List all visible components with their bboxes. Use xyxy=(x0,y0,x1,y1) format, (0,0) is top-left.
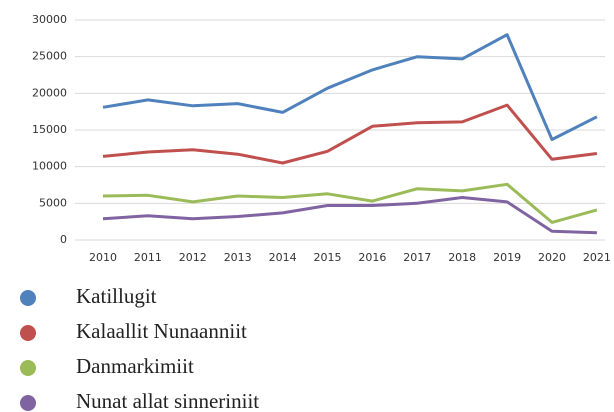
y-tick-label: 0 xyxy=(60,233,67,246)
x-tick-label: 2011 xyxy=(134,251,162,264)
legend-label: Danmarkimiit xyxy=(76,354,194,378)
x-tick-label: 2019 xyxy=(493,251,521,264)
y-tick-label: 5000 xyxy=(39,196,67,209)
y-tick-label: 20000 xyxy=(32,86,67,99)
y-tick-label: 15000 xyxy=(32,123,67,136)
x-tick-label: 2015 xyxy=(314,251,342,264)
series-line xyxy=(102,103,598,165)
legend-label: Nunat allat sinneriniit xyxy=(76,389,259,412)
legend-marker xyxy=(20,290,36,306)
legend-marker xyxy=(20,395,36,411)
legend-label: Kalaallit Nunaanniit xyxy=(76,319,247,343)
x-tick-label: 2013 xyxy=(224,251,252,264)
x-tick-label: 2017 xyxy=(403,251,431,264)
series-line xyxy=(102,33,598,141)
legend-marker xyxy=(20,325,36,341)
y-tick-label: 25000 xyxy=(32,50,67,63)
x-tick-label: 2020 xyxy=(538,251,566,264)
x-tick-label: 2014 xyxy=(269,251,297,264)
series-line xyxy=(102,196,597,235)
legend-label: Katillugit xyxy=(76,284,157,308)
x-tick-label: 2021 xyxy=(583,251,611,264)
legend-marker xyxy=(20,360,36,376)
y-tick-label: 30000 xyxy=(32,13,67,26)
x-tick-label: 2012 xyxy=(179,251,207,264)
series-line xyxy=(102,182,598,224)
y-tick-label: 10000 xyxy=(32,160,67,173)
x-tick-label: 2016 xyxy=(358,251,386,264)
x-tick-label: 2010 xyxy=(89,251,117,264)
x-tick-label: 2018 xyxy=(448,251,476,264)
